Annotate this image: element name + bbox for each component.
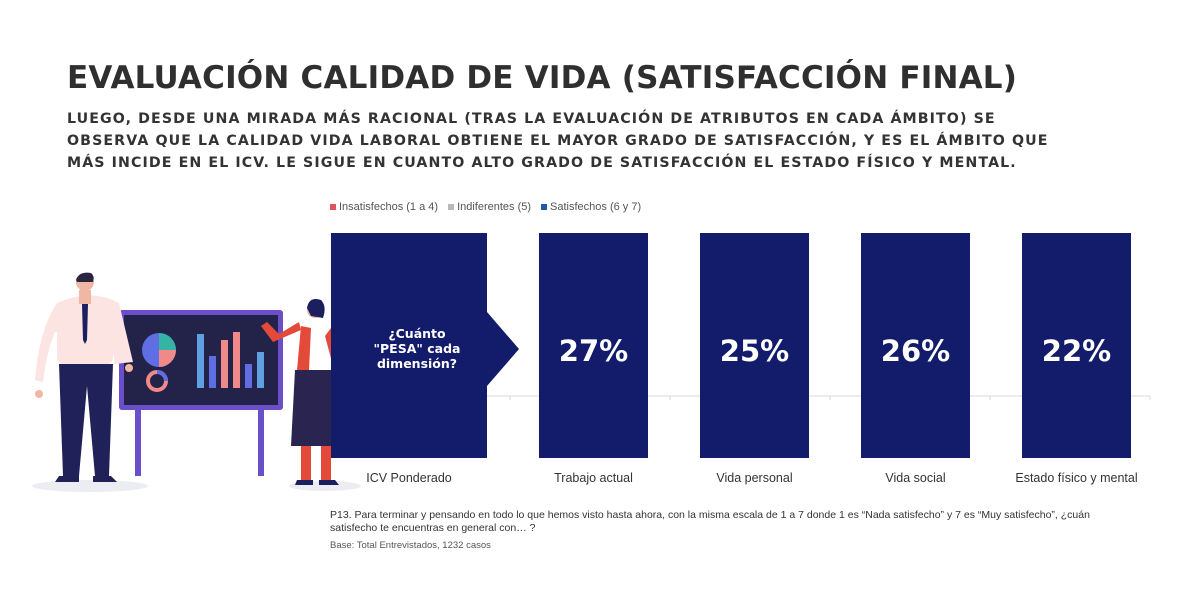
callout-text-line: "PESA" cada <box>374 341 461 356</box>
legend-label-insatisfechos: Insatisfechos (1 a 4) <box>339 201 439 213</box>
page-title: EVALUACIÓN CALIDAD DE VIDA (SATISFACCIÓN… <box>67 60 1018 96</box>
presentation-illustration <box>32 272 361 492</box>
category-label-trabajo-actual: Trabajo actual <box>554 471 633 485</box>
base-note: Base: Total Entrevistados, 1232 casos <box>330 540 491 551</box>
legend-item-indiferentes: Indiferentes (5) <box>448 201 531 213</box>
callout-panel <box>331 233 519 458</box>
category-label-estado-fisico-y-mental: Estado físico y mental <box>1015 471 1137 485</box>
legend-label-satisfechos: Satisfechos (6 y 7) <box>550 201 642 213</box>
question-footnote: P13. Para terminar y pensando en todo lo… <box>330 509 1090 534</box>
bar-vida-personal <box>700 233 809 458</box>
value-label-trabajo-actual: 27% <box>559 334 628 368</box>
value-label-estado-fisico-y-mental: 22% <box>1042 334 1111 368</box>
category-label-vida-personal: Vida personal <box>716 471 792 485</box>
bar-trabajo-actual <box>539 233 648 458</box>
callout-text-line: ¿Cuánto <box>388 326 446 341</box>
legend-item-satisfechos: Satisfechos (6 y 7) <box>541 201 641 213</box>
page-subtitle: LUEGO, DESDE UNA MIRADA MÁS RACIONAL (TR… <box>67 111 1049 171</box>
value-label-vida-social: 26% <box>881 334 950 368</box>
legend-swatch-indiferentes <box>448 204 455 210</box>
legend-item-insatisfechos: Insatisfechos (1 a 4) <box>330 201 438 213</box>
value-label-vida-personal: 25% <box>720 334 789 368</box>
legend-label-indiferentes: Indiferentes (5) <box>457 201 532 213</box>
legend-swatch-insatisfechos <box>330 204 336 210</box>
chart-legend: Insatisfechos (1 a 4) Indiferentes (5) S… <box>330 201 641 213</box>
category-label-vida-social: Vida social <box>885 471 945 485</box>
legend-swatch-satisfechos <box>541 204 548 210</box>
bar-vida-social <box>861 233 970 458</box>
callout-text-line: dimensión? <box>377 356 457 371</box>
category-label-icv-ponderado: ICV Ponderado <box>366 471 452 485</box>
bar-estado-fisico-y-mental <box>1022 233 1131 458</box>
